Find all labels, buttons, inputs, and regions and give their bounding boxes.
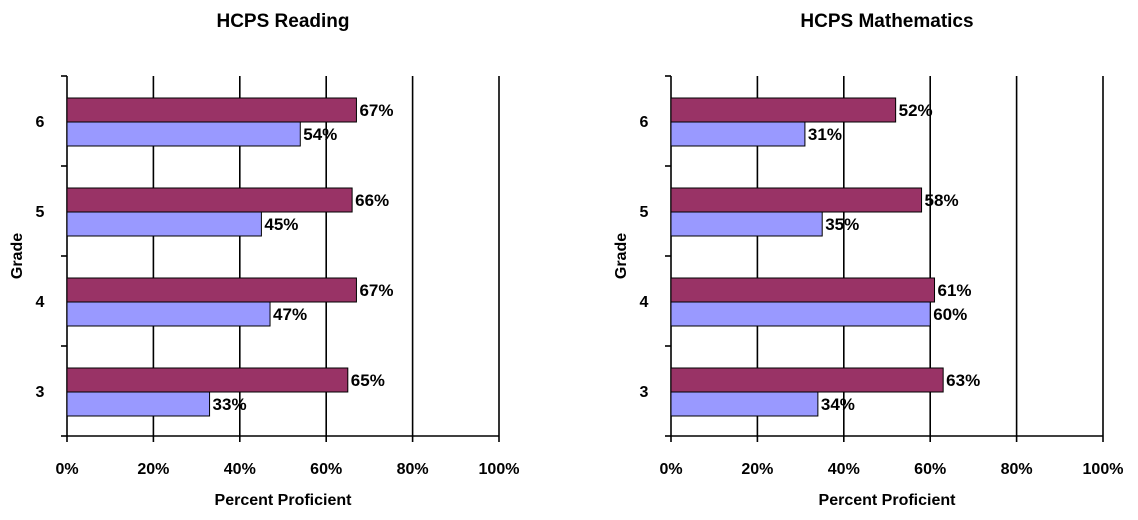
- reading-x-axis-title: Percent Proficient: [215, 492, 353, 509]
- reading-x-tick-label: 20%: [137, 461, 169, 478]
- mathematics-bar-series1: [670, 187, 923, 213]
- reading-data-label: 47%: [273, 305, 307, 324]
- reading-y-tick-label: 5: [36, 204, 45, 221]
- mathematics-y-tick-label: 4: [640, 294, 649, 311]
- reading-y-tick-label: 3: [36, 384, 45, 401]
- reading-x-tick-label: 80%: [397, 461, 429, 478]
- mathematics-data-label: 31%: [808, 125, 842, 144]
- mathematics-x-tick-label: 40%: [828, 461, 860, 478]
- reading-bar-series1: [66, 277, 357, 303]
- mathematics-bar-series1: [670, 277, 936, 303]
- reading-bar-series1: [66, 187, 353, 213]
- mathematics-bar-series1: [670, 367, 944, 393]
- mathematics-data-label: 52%: [899, 101, 933, 120]
- mathematics-x-axis-title: Percent Proficient: [819, 492, 957, 509]
- mathematics-data-label: 34%: [821, 395, 855, 414]
- mathematics-y-axis-title: Grade: [613, 233, 630, 279]
- mathematics-x-tick-label: 80%: [1001, 461, 1033, 478]
- reading-data-label: 54%: [303, 125, 337, 144]
- mathematics-chart: HCPS Mathematics 0% 20% 40% 60% 80% 100% Percen…: [604, 0, 1138, 520]
- reading-x-tick-label: 40%: [224, 461, 256, 478]
- mathematics-y-tick-label: 3: [640, 384, 649, 401]
- mathematics-y-tick-label: 6: [640, 114, 649, 131]
- mathematics-data-label: 58%: [925, 191, 959, 210]
- mathematics-x-tick-label: 60%: [914, 461, 946, 478]
- mathematics-bar-series2: [670, 391, 819, 417]
- reading-data-label: 45%: [264, 215, 298, 234]
- mathematics-bar-series2: [670, 121, 806, 147]
- mathematics-chart-title: HCPS Mathematics: [800, 11, 973, 32]
- reading-data-label: 67%: [359, 101, 393, 120]
- reading-bar-series1: [66, 97, 357, 123]
- mathematics-y-tick-label: 5: [640, 204, 649, 221]
- mathematics-chart-svg: HCPS Mathematics 0% 20% 40% 60% 80% 100% Percen…: [613, 11, 1124, 509]
- reading-chart-svg: HCPS Reading 0% 20% 40% 60% 80% 100% Percent Pr…: [9, 11, 520, 509]
- reading-bar-series2: [66, 121, 301, 147]
- mathematics-data-label: 35%: [825, 215, 859, 234]
- reading-data-label: 66%: [355, 191, 389, 210]
- mathematics-x-tick-label: 0%: [659, 461, 682, 478]
- mathematics-x-tick-label: 20%: [741, 461, 773, 478]
- mathematics-data-label: 61%: [938, 281, 972, 300]
- reading-y-tick-label: 4: [36, 294, 45, 311]
- mathematics-bar-series2: [670, 301, 931, 327]
- reading-bar-series2: [66, 211, 262, 237]
- mathematics-data-label: 63%: [946, 371, 980, 390]
- reading-data-label: 33%: [213, 395, 247, 414]
- mathematics-bar-series2: [670, 211, 823, 237]
- mathematics-data-label: 60%: [933, 305, 967, 324]
- reading-y-tick-label: 6: [36, 114, 45, 131]
- reading-x-tick-label: 100%: [479, 461, 520, 478]
- reading-x-tick-label: 60%: [310, 461, 342, 478]
- reading-bar-series1: [66, 367, 349, 393]
- reading-bar-series2: [66, 391, 211, 417]
- reading-chart: HCPS Reading 0% 20% 40% 60% 80% 100% Percent Pr…: [0, 0, 534, 520]
- reading-y-axis-title: Grade: [9, 233, 26, 279]
- mathematics-x-tick-label: 100%: [1083, 461, 1124, 478]
- reading-data-label: 65%: [351, 371, 385, 390]
- reading-bar-series2: [66, 301, 271, 327]
- reading-x-tick-label: 0%: [55, 461, 78, 478]
- mathematics-bar-series1: [670, 97, 897, 123]
- reading-data-label: 67%: [359, 281, 393, 300]
- reading-chart-title: HCPS Reading: [216, 11, 349, 32]
